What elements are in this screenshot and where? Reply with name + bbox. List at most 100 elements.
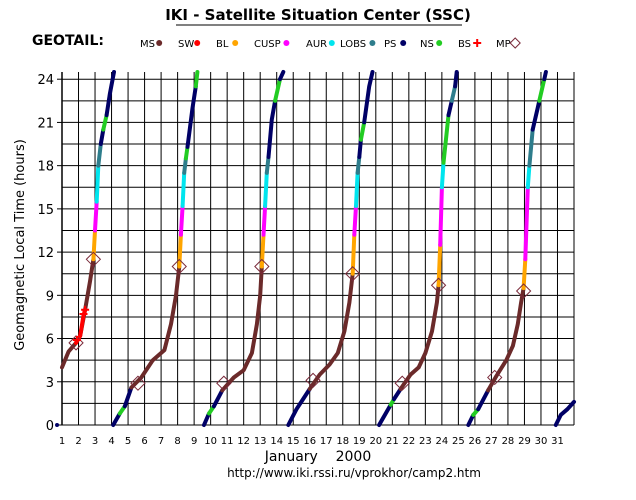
track-segment-ms (398, 283, 441, 391)
x-tick-label: 27 (485, 436, 498, 447)
boundary-markers (55, 251, 532, 427)
track-segment-ps (530, 98, 542, 132)
mp-marker (487, 369, 503, 386)
track-segment-lobs (355, 155, 362, 175)
track-segment-ns (273, 77, 282, 103)
x-tick-label: 10 (204, 436, 217, 447)
x-tick-label: 22 (402, 436, 415, 447)
legend-label-cusp: CUSP (254, 39, 281, 50)
track-segment-ps (476, 388, 491, 412)
x-tick-label: 21 (386, 436, 399, 447)
track-segment-lobs (527, 127, 535, 168)
track-segment-ps (111, 411, 122, 427)
track-point (55, 423, 60, 427)
track-segment-cusp (178, 204, 185, 237)
track-segment-lobs (96, 142, 103, 168)
track-segment-ps (357, 137, 363, 159)
legend-swatch-lobs (369, 40, 376, 46)
bs-marker (72, 335, 81, 344)
x-tick-label: 12 (237, 436, 250, 447)
legend-swatch-ns (436, 40, 443, 46)
x-tick-label: 11 (221, 436, 234, 447)
mp-marker (130, 375, 146, 391)
y-tick-label: 24 (37, 73, 54, 88)
legend-swatch-aur (328, 40, 335, 46)
x-tick-label: 24 (436, 436, 449, 447)
track-segment-cusp (261, 204, 268, 237)
track-segment-ps (98, 127, 106, 146)
legend-swatch-sw (194, 40, 201, 46)
x-tick-label: 28 (502, 436, 515, 447)
x-tick-label: 5 (125, 436, 131, 447)
track-segment-bl (521, 257, 528, 291)
mp-marker (85, 251, 102, 268)
mp-marker (305, 372, 321, 389)
x-tick-label: 15 (287, 436, 300, 447)
x-tick-label: 9 (191, 436, 197, 447)
track-segment-ps (377, 402, 393, 427)
mp-marker (430, 277, 447, 293)
track-segment-ns (101, 113, 109, 132)
mp-marker (171, 258, 187, 275)
track-segment-ms (129, 264, 182, 390)
mp-marker (254, 258, 270, 275)
track-segment-ps (446, 98, 454, 118)
mp-marker (344, 266, 361, 282)
track-segment-ps (266, 98, 278, 159)
x-tick-label: 18 (336, 436, 349, 447)
track-segment-ps (185, 84, 198, 149)
legend-label-aur: AUR (306, 39, 327, 50)
track-segment-ps (553, 399, 576, 427)
track-segment-lobs (182, 156, 188, 175)
track-segment-ps (542, 70, 548, 82)
y-tick-label: 9 (46, 289, 54, 304)
legend: MS SW BL CUSP AUR LOBS PS NS BS MP (140, 37, 521, 50)
orbit-tracks (60, 70, 576, 427)
track-segment-aur (354, 170, 360, 208)
track-segment-ps (104, 70, 116, 118)
track-segment-bl (177, 232, 183, 269)
legend-label-ns: NS (420, 39, 434, 50)
track-segment-cusp (523, 185, 530, 262)
x-tick-label: 6 (141, 436, 147, 447)
track-segment-ps (202, 411, 211, 427)
track-segment-ps (122, 385, 134, 409)
x-tick-label: 29 (518, 436, 531, 447)
plot-grid (61, 72, 575, 426)
x-tick-label: 14 (270, 436, 283, 447)
track-segment-lobs (264, 155, 271, 175)
satellite-label: GEOTAIL: (32, 33, 104, 49)
y-axis-label: Geomagnetic Local Time (hours) (13, 139, 28, 351)
y-tick-label: 12 (37, 246, 54, 261)
track-segment-ps (211, 388, 225, 409)
track-segment-ns (441, 113, 451, 165)
track-segment-ms (220, 264, 264, 393)
legend-swatch-bl (232, 40, 239, 46)
x-tick-label: 7 (158, 436, 164, 447)
x-tick-label: 2 (75, 436, 81, 447)
mp-marker (515, 283, 532, 299)
track-segment-aur (180, 170, 187, 208)
track-segment-ms (486, 286, 526, 393)
y-tick-label: 21 (37, 116, 54, 131)
y-tick-label: 0 (46, 419, 54, 434)
y-tick-label: 18 (37, 160, 54, 175)
legend-label-bs: BS (458, 39, 471, 50)
bs-marker (79, 310, 88, 319)
track-segment-ps (278, 70, 286, 82)
x-tick-label: 26 (469, 436, 482, 447)
source-url: http://www.iki.rssi.ru/vprokhor/camp2.ht… (227, 466, 481, 480)
x-tick-label: 1 (59, 436, 65, 447)
track-segment-cusp (352, 204, 358, 237)
track-segment-ms (60, 257, 96, 370)
x-tick-label: 25 (452, 436, 465, 447)
track-segment-aur (525, 163, 532, 190)
x-tick-label: 8 (174, 436, 180, 447)
legend-label-mp: MP (496, 39, 511, 50)
legend-swatch-ps (400, 40, 407, 46)
track-segment-aur (263, 170, 269, 208)
track-segment-ps (392, 387, 403, 402)
legend-swatch-cusp (283, 40, 290, 46)
